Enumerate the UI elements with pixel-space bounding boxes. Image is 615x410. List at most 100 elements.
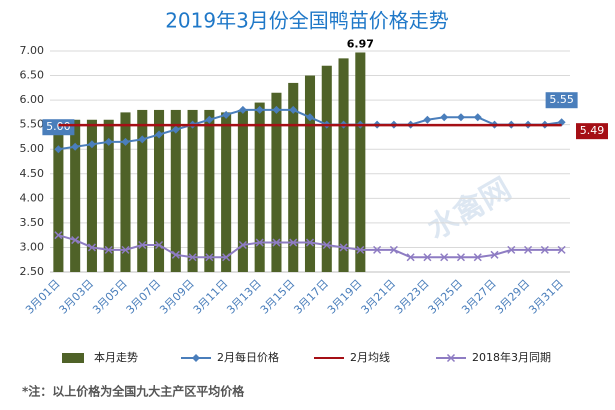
data-label-box: 5.49	[576, 123, 608, 140]
marker	[71, 142, 80, 151]
label-box	[42, 119, 75, 136]
marker	[255, 105, 264, 114]
legend-label: 2月均线	[350, 350, 390, 364]
marker	[473, 253, 482, 262]
x-tick-label: 3月21日	[359, 277, 399, 317]
y-tick-label: 6.50	[20, 69, 45, 82]
marker	[524, 245, 533, 254]
marker	[306, 113, 314, 122]
marker	[289, 105, 298, 114]
marker	[54, 231, 63, 240]
bar	[86, 119, 97, 272]
bar	[271, 92, 282, 272]
x-tick-label: 3月17日	[291, 277, 331, 317]
y-tick-label: 3.50	[20, 216, 45, 229]
y-tick-label: 6.00	[20, 93, 45, 106]
y-tick-label: 2.50	[20, 265, 45, 278]
marker	[557, 245, 566, 254]
y-tick-label: 5.50	[20, 118, 45, 131]
label-box	[545, 92, 578, 109]
y-tick-label: 5.00	[20, 142, 45, 155]
bar	[221, 112, 232, 272]
marker	[222, 253, 231, 262]
bar	[355, 52, 366, 273]
bar	[321, 65, 332, 272]
marker	[171, 125, 180, 134]
label-box	[576, 123, 608, 140]
x-tick-label: 3月15日	[258, 277, 298, 317]
marker	[540, 245, 549, 254]
marker	[121, 137, 130, 146]
x-tick-label: 3月11日	[191, 277, 231, 317]
marker	[104, 245, 113, 254]
marker	[205, 115, 214, 124]
marker	[121, 245, 130, 254]
watermark: 水禽网	[422, 171, 517, 246]
data-label: 5.49	[580, 124, 605, 137]
marker	[272, 238, 281, 247]
x-tick-label: 3月09日	[157, 277, 197, 317]
x-tick-label: 3月13日	[224, 277, 264, 317]
marker	[356, 245, 365, 254]
data-label: 5.55	[549, 93, 574, 106]
marker	[71, 236, 80, 245]
marker	[440, 113, 449, 122]
data-label-box: 5.00	[42, 119, 75, 136]
marker	[104, 137, 113, 146]
marker	[138, 135, 147, 144]
data-label: 5.00	[46, 120, 71, 133]
chart-title: 2019年3月份全国鸭苗价格走势	[165, 9, 449, 33]
marker	[305, 238, 315, 247]
bar	[237, 109, 248, 272]
marker	[255, 238, 264, 247]
bar	[53, 122, 64, 272]
bar	[338, 58, 349, 272]
marker	[87, 140, 96, 149]
marker	[188, 253, 197, 262]
x-tick-label: 3月01日	[23, 277, 63, 317]
marker	[456, 253, 465, 262]
marker	[222, 110, 231, 119]
marker	[138, 240, 147, 250]
marker	[289, 238, 298, 247]
bar	[70, 119, 81, 272]
x-tick-label: 3月23日	[392, 277, 432, 317]
y-tick-label: 4.50	[20, 167, 45, 180]
data-label-box: 5.55	[545, 92, 578, 109]
bar	[103, 119, 114, 272]
bar	[187, 109, 198, 272]
marker	[171, 250, 180, 259]
bar	[154, 109, 165, 272]
marker	[205, 253, 214, 262]
x-tick-label: 3月27日	[459, 277, 499, 317]
footnote: *注：以上价格为全国九大主产区平均价格	[22, 384, 245, 399]
legend-marker	[192, 354, 200, 362]
x-tick-label: 3月07日	[124, 277, 164, 317]
bar	[254, 102, 265, 272]
marker	[473, 113, 482, 122]
x-tick-label: 3月31日	[526, 277, 566, 317]
x-tick-label: 3月25日	[426, 277, 466, 317]
x-tick-label: 3月05日	[90, 277, 130, 317]
bar	[120, 112, 131, 272]
marker	[272, 105, 281, 114]
marker	[456, 113, 465, 122]
y-tick-label: 7.00	[20, 44, 45, 57]
marker	[440, 253, 449, 262]
marker	[339, 243, 348, 252]
bar	[304, 75, 316, 272]
marker	[238, 240, 247, 250]
y-tick-label: 4.00	[20, 191, 45, 204]
x-tick-label: 3月19日	[325, 277, 365, 317]
x-tick-label: 3月03日	[57, 277, 97, 317]
marker	[87, 243, 96, 252]
marker	[406, 253, 415, 262]
bar	[137, 109, 148, 272]
marker	[507, 245, 516, 254]
legend-label: 2月每日价格	[217, 350, 279, 364]
marker	[423, 253, 432, 262]
data-label: 6.97	[347, 37, 374, 50]
marker	[490, 250, 499, 259]
bar	[170, 109, 181, 272]
